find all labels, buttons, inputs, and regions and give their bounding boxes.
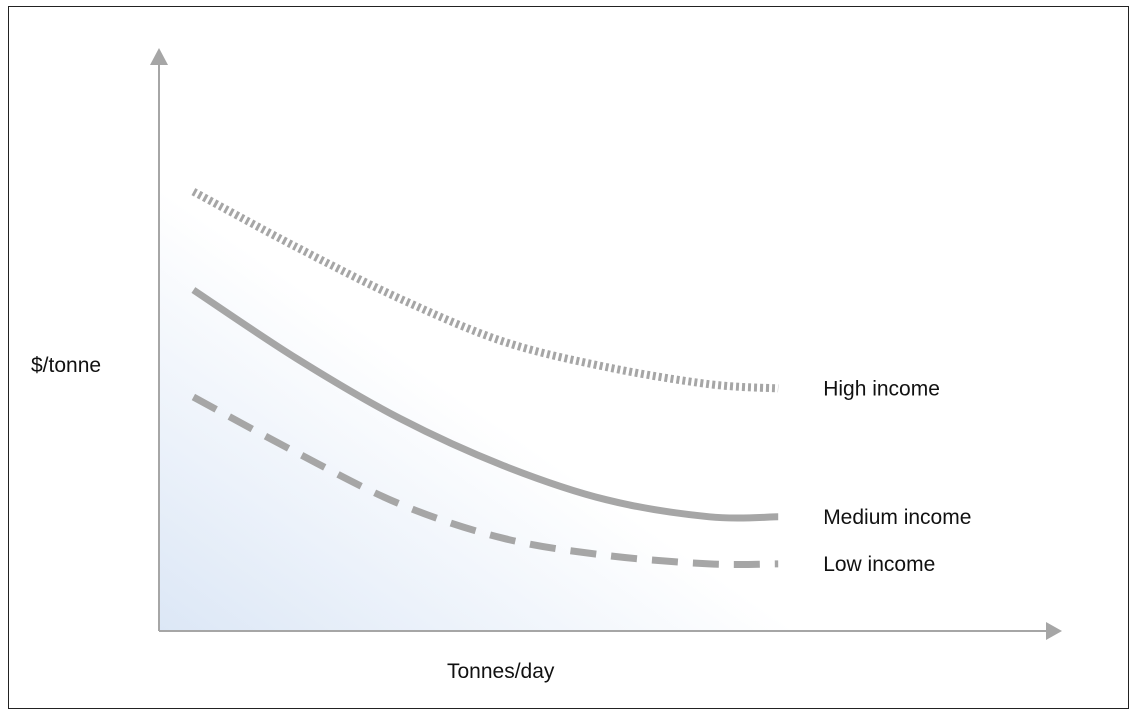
series-labels: High income Medium income Low income xyxy=(823,377,971,576)
series-layer xyxy=(191,188,779,569)
y-axis-label: $/tonne xyxy=(31,354,101,377)
x-axis-arrow-icon xyxy=(1046,622,1062,640)
axes xyxy=(150,48,1062,640)
series-label-medium-income: Medium income xyxy=(823,506,971,529)
x-axis-label: Tonnes/day xyxy=(447,660,555,683)
series-line-high-income xyxy=(191,188,779,393)
chart-canvas: $/tonne Tonnes/day High income Medium inc… xyxy=(31,48,1062,683)
series-line-low-income xyxy=(191,393,779,569)
series-label-low-income: Low income xyxy=(823,553,935,576)
y-axis-arrow-icon xyxy=(150,48,168,65)
series-line-medium-income xyxy=(191,287,779,522)
series-label-high-income: High income xyxy=(823,377,940,400)
chart-frame: $/tonne Tonnes/day High income Medium inc… xyxy=(8,6,1129,709)
plot-background xyxy=(159,157,804,631)
